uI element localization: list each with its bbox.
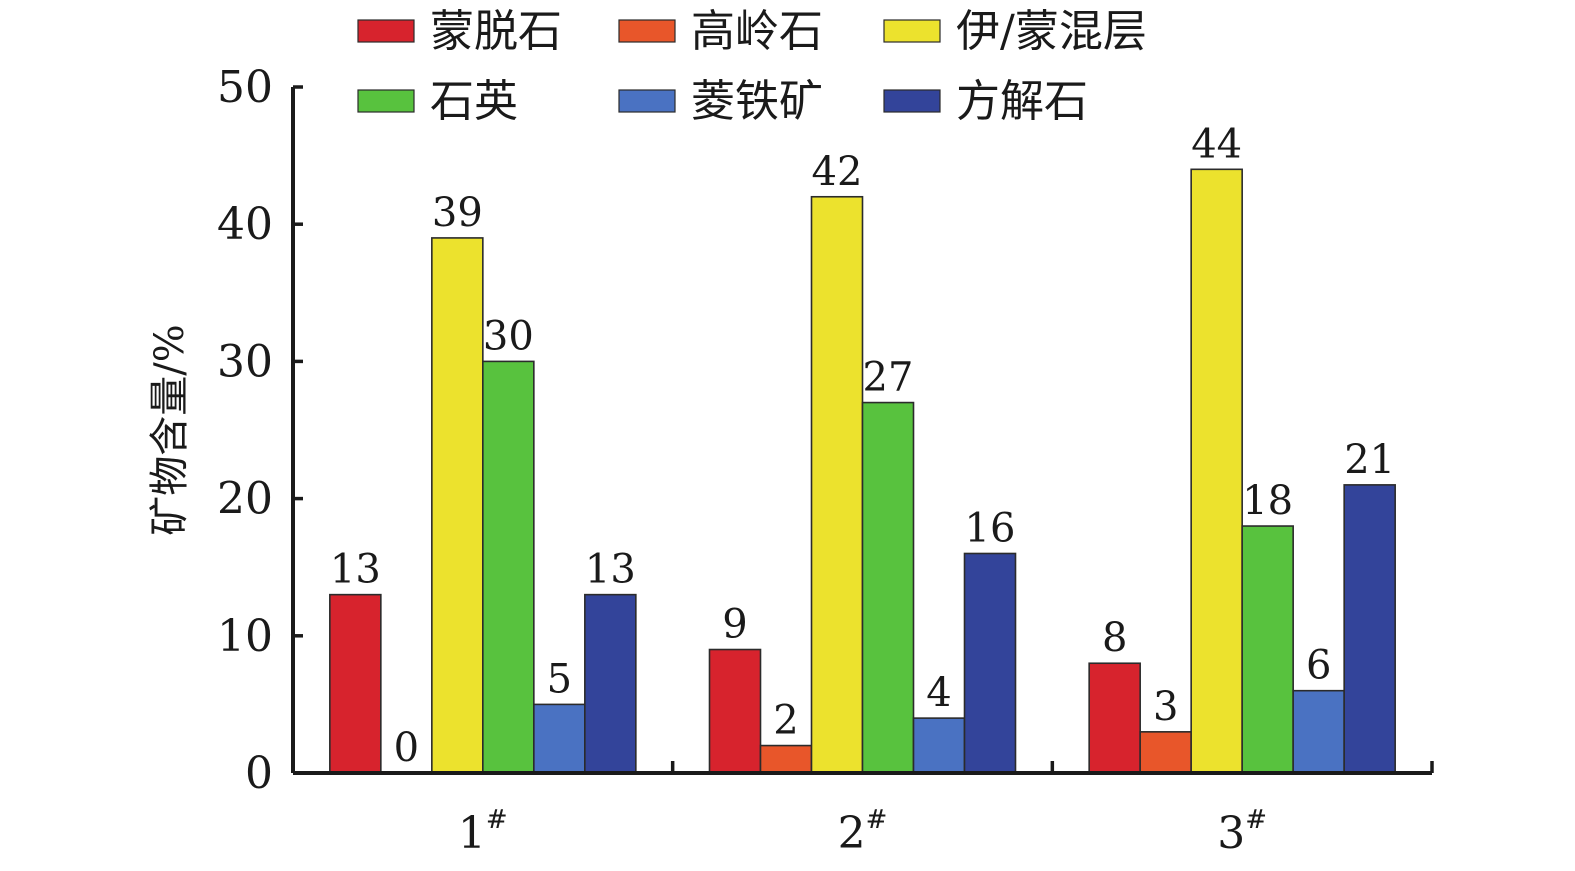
data-label: 13 [585,547,636,593]
data-label: 4 [926,670,951,716]
x-tick-label: 3# [1217,805,1267,859]
bar [584,593,637,774]
data-label: 21 [1344,437,1395,483]
x-tick-label: 1# [458,805,508,859]
data-label: 18 [1242,478,1293,524]
data-label: 27 [863,355,914,401]
bar [861,401,915,774]
legend-swatch [618,89,676,113]
legend-label: 石英 [430,76,518,127]
y-tick-label: 10 [217,611,273,662]
data-label: 6 [1306,643,1331,689]
data-label: 3 [1153,684,1178,730]
legend-label: 高岭石 [691,6,823,57]
data-labels: 13 0 39 30 5 13 9 2 42 27 4 16 83 44 18 6 21 [330,121,1395,771]
data-label: 42 [812,149,863,195]
legend-label: 蒙脱石 [430,6,562,57]
legend-swatch [883,19,941,43]
bar [1190,168,1243,774]
bar [759,744,813,774]
y-axis-title: 矿物含量/% [147,324,193,535]
bar [963,552,1017,774]
y-tick-label: 40 [217,199,273,250]
data-label: 16 [965,505,1016,551]
bar [329,593,382,774]
y-tick-label: 50 [217,62,273,113]
legend-swatch [883,89,941,113]
legend-label: 菱铁矿 [691,76,823,127]
x-tick-label: 2# [838,805,888,859]
data-label: 2 [773,698,798,744]
y-tick-label: 30 [217,336,273,387]
bars [329,168,1396,774]
data-label: 13 [330,547,381,593]
bar [1241,525,1294,774]
data-label: 30 [483,313,534,359]
bar [1292,689,1345,774]
data-label: 44 [1191,121,1242,167]
legend-swatch [357,19,415,43]
legend-swatch [357,89,415,113]
data-label: 39 [432,190,483,236]
y-tick-label: 20 [217,474,273,525]
bar [810,195,864,774]
legend-label: 方解石 [956,76,1088,127]
bar [533,703,586,774]
data-label: 9 [722,602,747,648]
data-label: 0 [394,725,419,771]
bar [1088,662,1141,774]
bar [1343,484,1396,774]
data-label: 8 [1102,615,1127,661]
y-tick-label: 0 [245,748,273,799]
legend-swatch [618,19,676,43]
data-label: 5 [547,656,572,702]
bar [431,237,484,774]
bar [482,360,535,774]
bar [708,648,762,774]
legend-label: 伊/蒙混层 [956,6,1147,57]
bar [912,717,966,774]
bar [1139,731,1192,774]
